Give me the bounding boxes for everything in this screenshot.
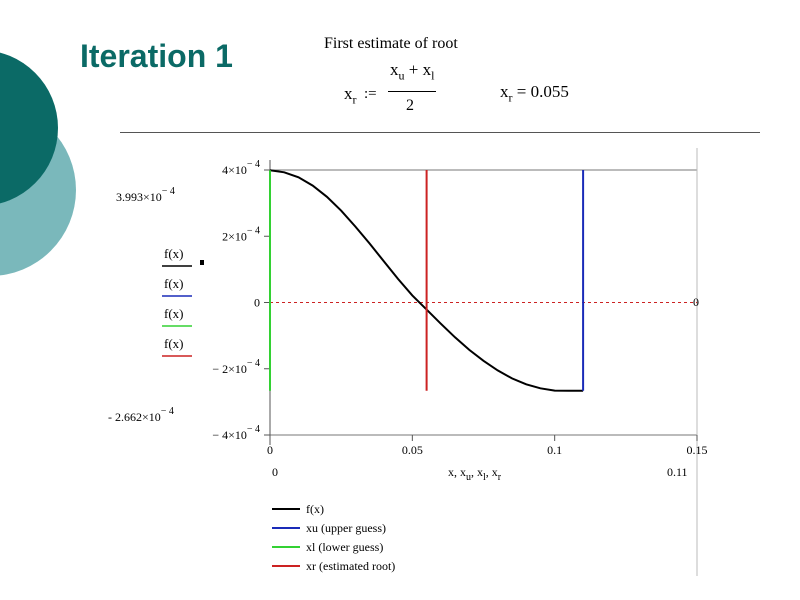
y-tick-label: 4×10− 4 [222,159,260,177]
y-tick-label: 0 [254,296,260,310]
formula-denominator: 2 [406,97,414,114]
x-tick-label: 0.1 [547,443,562,457]
legend-label-fx: f(x) [306,502,324,516]
legend-label-xl: xl (lower guess) [306,540,383,554]
formula-heading: First estimate of root [324,35,458,52]
fraction-bar [388,91,436,92]
selection-dot [200,260,204,265]
y-tick-label: − 2×10− 4 [212,358,260,376]
legend: f(x) xu (upper guess) xl (lower guess) x… [272,502,395,573]
legend-label-xu: xu (upper guess) [306,521,386,535]
series-layer [269,169,697,392]
y-range-top-label: 3.993×10− 4 [116,186,175,204]
x-range-left-label: 0 [272,465,278,479]
slide-title: Iteration 1 [80,38,233,74]
x-axis-label: x, xu, xl, xr [448,465,502,483]
x-tick-label: 0.05 [402,443,423,457]
legend-label-xr: xr (estimated root) [306,559,395,573]
y-axis-label-1: f(x) [164,246,184,261]
y-tick-label: − 4×10− 4 [212,424,260,442]
divider-line [120,132,760,133]
x-axis-ticks: 0 0.05 0.1 0.15 [267,435,708,457]
y-axis-ticks: 4×10− 4 2×10− 4 0 − 2×10− 4 − 4×10− 4 [212,159,270,442]
y-range-bottom-label: - 2.662×10− 4 [108,406,174,424]
formula-result: xr = 0.055 [500,82,569,105]
y-axis-label-2: f(x) [164,276,184,291]
decor-circle-dark [0,52,58,204]
x-tick-label: 0.15 [687,443,708,457]
x-tick-label: 0 [267,443,273,457]
formula-numerator: xu + xl [390,60,435,83]
x-range-right-label: 0.11 [667,465,688,479]
formula-lhs: xr [344,84,357,107]
y-tick-label: 2×10− 4 [222,225,260,243]
y-axis-label-4: f(x) [164,336,184,351]
y-axis-label-3: f(x) [164,306,184,321]
formula-assign: := [364,86,377,102]
